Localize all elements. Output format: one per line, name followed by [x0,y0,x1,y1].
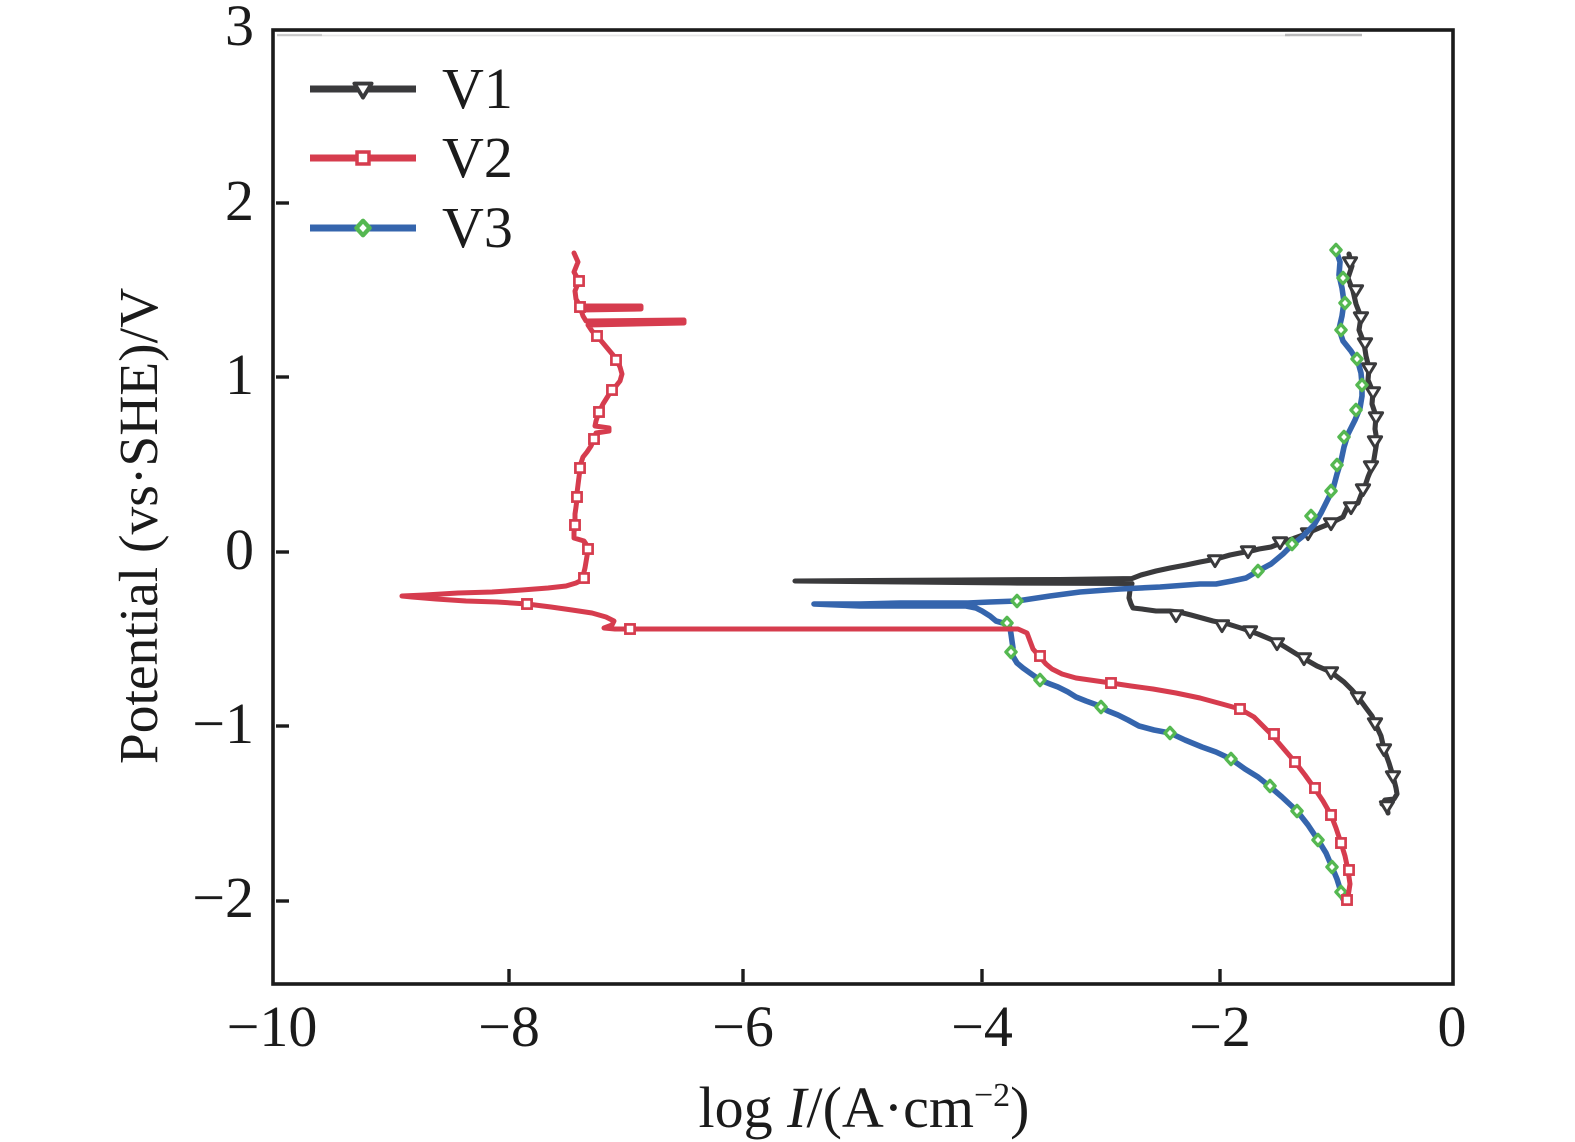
svg-text:0: 0 [225,517,254,582]
svg-text:−6: −6 [712,994,774,1059]
svg-text:V3: V3 [442,195,513,260]
svg-text:0: 0 [1438,994,1467,1059]
svg-text:−2: −2 [192,865,254,930]
svg-text:−8: −8 [478,994,540,1059]
svg-text:−10: −10 [227,994,318,1059]
svg-text:3: 3 [225,0,254,58]
svg-text:log I/(A·cm−2): log I/(A·cm−2) [699,1075,1030,1140]
svg-text:V1: V1 [442,56,513,121]
svg-text:−2: −2 [1189,994,1251,1059]
svg-text:1: 1 [225,342,254,407]
svg-text:−4: −4 [951,994,1013,1059]
svg-text:Potential (vs·SHE)/V: Potential (vs·SHE)/V [109,288,170,764]
svg-text:V2: V2 [442,125,513,190]
svg-text:2: 2 [225,168,254,233]
svg-text:−1: −1 [192,691,254,756]
